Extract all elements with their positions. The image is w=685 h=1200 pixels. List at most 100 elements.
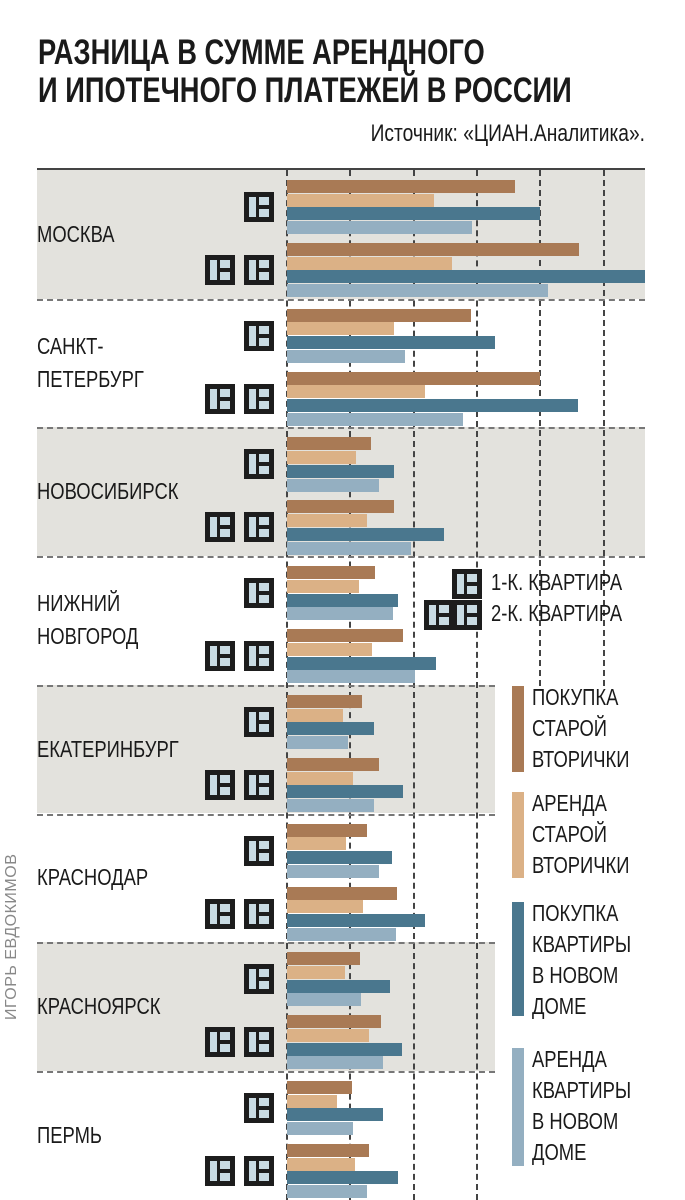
bar-two-room-series-1 — [287, 243, 580, 256]
section-divider — [37, 1070, 495, 1073]
bar-two-room-series-3 — [287, 399, 578, 413]
two-room-apartment-icon — [244, 1027, 274, 1058]
legend-two-room-label: 2-К. КВАРТИРА — [491, 600, 623, 626]
bar-one-room-series-3 — [287, 336, 495, 350]
one-room-apartment-icon — [244, 1092, 274, 1123]
city-label: ПЕРМЬ — [37, 1121, 102, 1148]
bar-one-room-series-3 — [287, 850, 393, 864]
chart-title-line-2: И ИПОТЕЧНОГО ПЛАТЕЖЕЙ В РОССИИ — [38, 71, 572, 110]
bar-two-room-series-2 — [287, 642, 372, 656]
bar-two-room-series-4 — [287, 412, 463, 426]
bar-two-room-series-1 — [287, 1015, 382, 1029]
two-room-apartment-icon — [205, 769, 235, 800]
bar-one-room-series-4 — [287, 349, 405, 363]
bar-one-room-series-3 — [287, 464, 394, 478]
bar-two-room-series-3 — [287, 527, 444, 541]
bar-one-room-series-4 — [287, 993, 362, 1007]
bar-two-room-series-1 — [287, 757, 379, 771]
bar-two-room-series-2 — [287, 256, 453, 270]
two-room-apartment-icon — [244, 898, 274, 929]
bar-two-room-series-1 — [287, 1143, 369, 1157]
bar-one-room-series-4 — [287, 478, 380, 492]
two-room-apartment-icon — [244, 512, 274, 543]
bar-two-room-series-3 — [287, 270, 645, 284]
two-room-apartment-icon — [244, 1155, 274, 1186]
bar-one-room-series-1 — [287, 823, 368, 837]
bar-one-room-series-3 — [287, 1108, 383, 1122]
bar-one-room-series-3 — [287, 593, 398, 607]
bar-two-room-series-1 — [287, 886, 398, 900]
two-room-apartment-icon — [452, 600, 482, 630]
two-room-apartment-icon — [244, 255, 274, 285]
city-label: НОВОСИБИРСК — [37, 478, 179, 505]
one-room-apartment-icon — [244, 192, 274, 222]
two-room-apartment-icon — [205, 898, 235, 929]
one-room-apartment-icon — [244, 578, 274, 609]
legend-series-label: ПОКУПКА СТАРОЙ ВТОРИЧКИ — [532, 684, 630, 772]
legend-one-room-label: 1-К. КВАРТИРА — [491, 569, 623, 595]
two-room-apartment-icon — [424, 600, 454, 630]
bar-one-room-series-3 — [287, 207, 541, 221]
bar-one-room-series-4 — [287, 735, 349, 749]
city-label: КРАСНОДАР — [37, 864, 149, 891]
bar-two-room-series-3 — [287, 1042, 403, 1056]
two-room-apartment-icon — [205, 512, 235, 543]
city-label: МОСКВА — [37, 220, 115, 247]
bar-two-room-series-2 — [287, 900, 363, 914]
one-room-apartment-icon — [452, 569, 482, 599]
bar-two-room-series-1 — [287, 629, 403, 643]
bar-two-room-series-2 — [287, 771, 353, 785]
two-room-apartment-icon — [205, 641, 235, 672]
legend-swatch — [512, 902, 524, 1016]
section-divider — [37, 298, 645, 301]
bar-two-room-series-4 — [287, 798, 375, 812]
bar-one-room-series-2 — [287, 708, 343, 722]
bar-one-room-series-2 — [287, 579, 360, 593]
chart-title-line-1: РАЗНИЦА В СУММЕ АРЕНДНОГО — [38, 33, 485, 72]
one-room-apartment-icon — [244, 835, 274, 866]
city-label: САНКТ- ПЕТЕРБУРГ — [37, 333, 144, 393]
section-divider — [37, 942, 495, 945]
bar-two-room-series-2 — [287, 514, 368, 528]
two-room-apartment-icon — [244, 641, 274, 672]
bar-one-room-series-2 — [287, 837, 346, 851]
bar-two-room-series-4 — [287, 1185, 368, 1198]
one-room-apartment-icon — [244, 320, 274, 351]
bar-one-room-series-1 — [287, 566, 375, 580]
bar-one-room-series-4 — [287, 864, 380, 878]
city-label: НИЖНИЙ НОВГОРОД — [37, 590, 139, 650]
two-room-apartment-icon — [205, 1155, 235, 1186]
section-divider — [37, 813, 495, 816]
bar-one-room-series-2 — [287, 193, 434, 207]
two-room-apartment-icon — [244, 769, 274, 800]
bar-two-room-series-4 — [287, 1056, 384, 1070]
bar-one-room-series-2 — [287, 451, 356, 465]
section-divider — [37, 556, 645, 559]
one-room-apartment-icon — [244, 964, 274, 995]
legend-swatch — [512, 686, 524, 772]
bar-two-room-series-3 — [287, 785, 404, 799]
bar-one-room-series-1 — [287, 437, 371, 451]
legend-swatch — [512, 1048, 524, 1166]
bar-one-room-series-4 — [287, 221, 472, 235]
section-divider — [37, 427, 645, 430]
bar-one-room-series-1 — [287, 694, 362, 708]
section-divider — [37, 684, 495, 687]
bar-two-room-series-2 — [287, 385, 425, 399]
bar-two-room-series-2 — [287, 1028, 370, 1042]
source-note: Источник: «ЦИАН.Аналитика». — [370, 120, 645, 147]
two-room-apartment-icon — [205, 383, 235, 414]
one-room-apartment-icon — [244, 449, 274, 480]
bar-one-room-series-4 — [287, 607, 394, 621]
one-room-apartment-icon — [244, 706, 274, 737]
two-room-apartment-icon — [244, 383, 274, 414]
bar-two-room-series-1 — [287, 500, 394, 514]
bar-one-room-series-1 — [287, 308, 472, 322]
bar-one-room-series-2 — [287, 1094, 337, 1108]
legend-series-label: ПОКУПКА КВАРТИРЫ В НОВОМ ДОМЕ — [532, 900, 632, 1019]
bar-one-room-series-1 — [287, 180, 515, 193]
bar-one-room-series-2 — [287, 322, 394, 336]
bar-two-room-series-4 — [287, 541, 412, 555]
bar-one-room-series-4 — [287, 1122, 353, 1135]
